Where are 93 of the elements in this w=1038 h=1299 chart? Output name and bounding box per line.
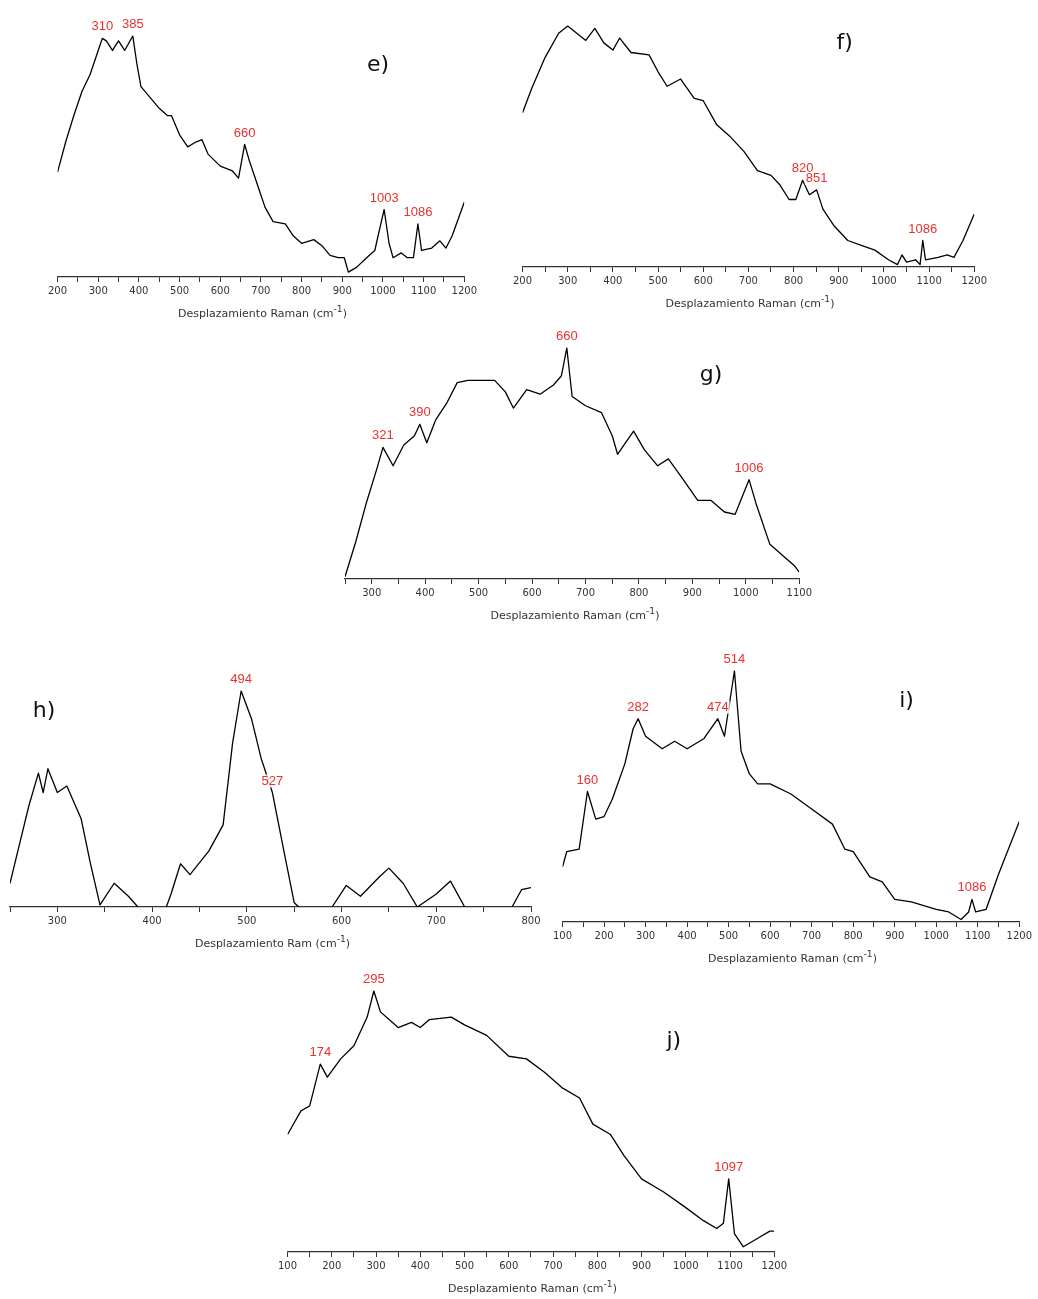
x-tick-label: 1100 (410, 284, 437, 296)
x-tick-label: 300 (636, 929, 656, 941)
text: e) (366, 50, 390, 76)
x-tick-label: 1200 (761, 1259, 787, 1271)
x-tick-label: 500 (237, 914, 257, 926)
x-tick-label: 400 (142, 914, 162, 926)
x-tick-label: 300 (366, 1259, 386, 1271)
x-tick-label: 600 (522, 586, 542, 598)
x-axis-title: Desplazamiento Raman (cm$^{-1}$) (707, 947, 878, 967)
x-tick-label: 1000 (871, 274, 897, 286)
x-tick-label: 800 (587, 1259, 607, 1271)
annotation: 174 (309, 1044, 332, 1060)
x-tick-label: 300 (47, 914, 67, 926)
annotation: 1086 (403, 204, 433, 220)
annotation: 474 (706, 698, 729, 714)
x-tick-label: 200 (322, 1259, 342, 1271)
annotation: 282 (627, 698, 649, 714)
annotation: 390 (408, 404, 431, 420)
x-tick-label: 900 (682, 586, 702, 598)
x-tick-label: 500 (719, 929, 739, 941)
chart-title: h) (32, 696, 56, 722)
text: g) (699, 361, 723, 387)
x-tick-label: 800 (521, 914, 541, 926)
x-tick-label: 100 (553, 929, 573, 941)
x-tick-label: 400 (129, 284, 149, 296)
x-tick-label: 300 (88, 284, 108, 296)
x-axis-title: Desplazamiento Raman (cm$^{-1}$) (489, 604, 661, 624)
x-tick-label: 500 (454, 1259, 475, 1271)
x-tick-label: 700 (251, 284, 271, 296)
x-tick-label: 600 (210, 284, 230, 296)
annotation: 660 (233, 124, 256, 140)
x-tick-label: 1000 (673, 1259, 699, 1271)
x-tick-label: 800 (843, 929, 863, 941)
chart-title: f) (836, 29, 853, 54)
annotation: 660 (555, 328, 578, 344)
x-tick-label: 1200 (451, 284, 477, 296)
annotation: 295 (362, 971, 385, 987)
x-tick-label: 200 (48, 284, 68, 296)
x-tick-label: 1200 (1006, 929, 1032, 941)
x-tick-label: 1000 (370, 284, 396, 296)
x-tick-label: 900 (885, 929, 905, 941)
x-axis-title: Desplazamiento Ram (cm$^{-1}$) (193, 932, 352, 952)
x-tick-label: 1100 (916, 274, 942, 286)
annotation: 160 (576, 771, 599, 787)
x-tick-label: 1200 (961, 274, 987, 286)
x-tick-label: 700 (802, 929, 822, 941)
x-tick-label: 800 (629, 586, 649, 598)
x-tick-label: 400 (677, 929, 697, 941)
x-tick-label: 700 (738, 274, 758, 286)
x-tick-label: 700 (426, 914, 446, 926)
x-tick-label: 500 (469, 586, 489, 598)
annotation: 1086 (908, 220, 938, 236)
x-tick-label: 900 (829, 274, 849, 286)
x-tick-label: 200 (594, 929, 614, 941)
x-tick-label: 1000 (923, 929, 949, 941)
x-tick-label: 600 (760, 929, 780, 941)
x-tick-label: 800 (784, 274, 804, 286)
x-tick-label: 600 (499, 1259, 519, 1271)
x-tick-label: 400 (415, 586, 435, 598)
x-tick-label: 700 (575, 586, 596, 598)
x-tick-label: 400 (410, 1259, 430, 1271)
annotation: 527 (261, 772, 284, 788)
x-tick-label: 1100 (717, 1259, 743, 1271)
x-axis-title: Desplazamiento Raman (cm$^{-1}$) (447, 1277, 618, 1297)
x-tick-label: 900 (631, 1259, 652, 1271)
x-tick-label: 800 (292, 284, 312, 296)
annotation: 310 (91, 18, 114, 34)
x-tick-label: 500 (648, 274, 668, 286)
text: j) (666, 1027, 682, 1052)
x-tick-label: 900 (332, 284, 352, 296)
annotation: 321 (372, 427, 394, 443)
text: i) (899, 687, 914, 712)
annotation: 1006 (734, 459, 764, 475)
annotation: 1003 (369, 189, 399, 205)
x-tick-label: 200 (513, 274, 533, 286)
annotation: 1097 (714, 1159, 744, 1174)
x-tick-label: 100 (278, 1259, 298, 1271)
x-tick-label: 500 (170, 284, 190, 296)
annotation: 494 (230, 671, 252, 687)
x-tick-label: 400 (603, 274, 623, 286)
x-tick-label: 700 (543, 1259, 563, 1271)
x-tick-label: 600 (693, 274, 713, 286)
annotation: 385 (121, 16, 144, 32)
x-tick-label: 1000 (733, 586, 759, 598)
x-tick-label: 300 (558, 274, 578, 286)
x-axis-title: Desplazamiento Raman (cm$^{-1}$) (664, 292, 836, 312)
annotation: 514 (723, 651, 746, 667)
x-tick-label: 1100 (965, 929, 991, 941)
x-tick-label: 600 (332, 914, 352, 926)
x-tick-label: 1100 (786, 586, 812, 598)
annotation: 1086 (957, 879, 987, 895)
x-tick-label: 300 (362, 586, 382, 598)
x-axis-title: Desplazamiento Raman (cm$^{-1}$) (177, 302, 348, 322)
